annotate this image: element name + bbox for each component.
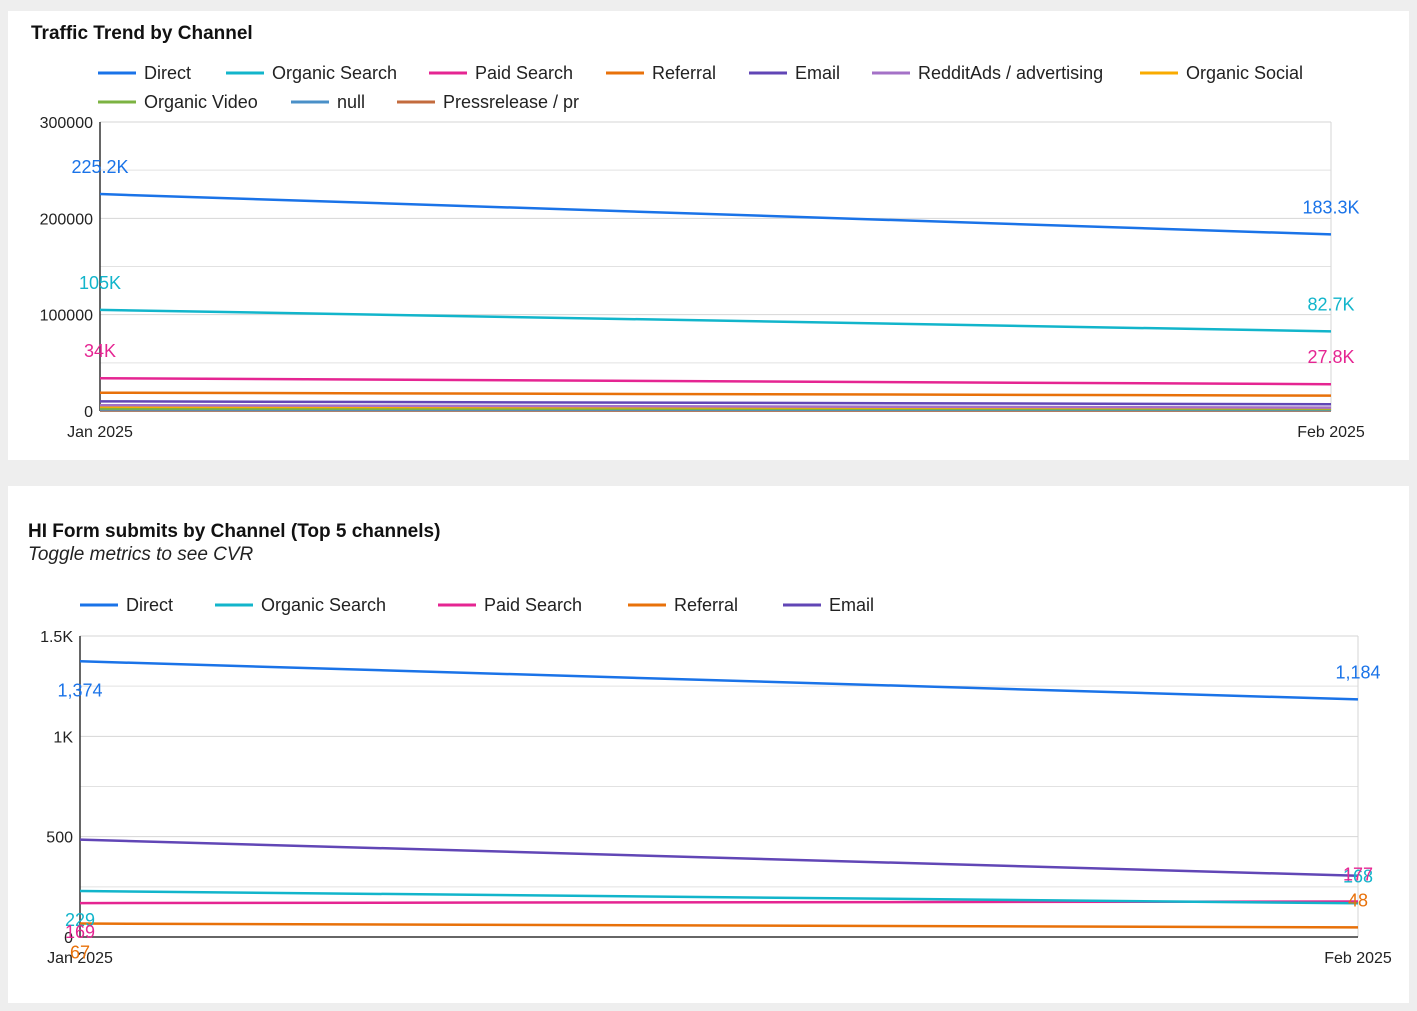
legend-label-referral: Referral <box>674 595 738 615</box>
data-label-direct: 1,374 <box>57 680 102 700</box>
legend-label-organic-search: Organic Search <box>261 595 386 615</box>
chart-title: HI Form submits by Channel (Top 5 channe… <box>28 521 441 542</box>
y-tick-label: 1.5K <box>40 629 73 646</box>
data-label-organic-search: 229 <box>65 910 95 930</box>
legend-label-email: Email <box>795 63 840 83</box>
series-line-organic-search <box>79 889 1359 905</box>
legend-label-direct: Direct <box>126 595 173 615</box>
series-line-email <box>99 400 1332 406</box>
legend-label-pressrelease-pr: Pressrelease / pr <box>443 92 579 112</box>
data-label-organic-search: 105K <box>79 273 121 293</box>
legend-label-direct: Direct <box>144 63 191 83</box>
data-label-referral: 48 <box>1348 890 1368 910</box>
data-label-direct: 1,184 <box>1335 662 1380 682</box>
chart-title: Traffic Trend by Channel <box>31 23 253 44</box>
legend-label-organic-search: Organic Search <box>272 63 397 83</box>
data-label-paid-search: 34K <box>84 341 116 361</box>
form-submits-chart: Direct Organic Search Paid Search Referral E… <box>40 595 1392 967</box>
y-tick-label: 1K <box>53 729 73 746</box>
x-tick-label: Feb 2025 <box>1297 424 1365 441</box>
series-line-referral <box>99 391 1332 397</box>
chart-subtitle: Toggle metrics to see CVR <box>28 544 254 565</box>
series-line-paid-search <box>99 376 1332 386</box>
y-tick-label: 200000 <box>40 211 93 228</box>
y-tick-label: 0 <box>84 404 93 421</box>
data-label-referral: 67 <box>70 943 90 963</box>
x-tick-label: Jan 2025 <box>67 424 133 441</box>
y-tick-label: 300000 <box>40 115 93 132</box>
data-label-direct: 183.3K <box>1302 197 1359 217</box>
x-tick-label: Feb 2025 <box>1324 950 1392 967</box>
data-label-paid-search: 169 <box>65 922 95 942</box>
series-line-referral <box>79 922 1359 929</box>
form-submits-card: HI Form submits by Channel (Top 5 channe… <box>8 486 1409 1003</box>
data-label-direct: 225.2K <box>71 157 128 177</box>
series-line-organic-search <box>99 308 1332 333</box>
series-line-direct <box>99 192 1332 236</box>
legend-label-redditads-advertising: RedditAds / advertising <box>918 63 1103 83</box>
data-label-paid-search: 27.8K <box>1307 347 1354 367</box>
legend-label-paid-search: Paid Search <box>484 595 582 615</box>
data-label-organic-search: 82.7K <box>1307 294 1354 314</box>
legend-label-referral: Referral <box>652 63 716 83</box>
series-line-redditads-advertising <box>99 403 1332 409</box>
traffic-trend-card: Traffic Trend by Channel Direct Organic S… <box>8 11 1409 460</box>
series-line-email <box>79 838 1359 878</box>
legend-label-email: Email <box>829 595 874 615</box>
legend-label-organic-video: Organic Video <box>144 92 258 112</box>
y-tick-label: 100000 <box>40 308 93 325</box>
y-tick-label: 500 <box>46 830 73 847</box>
legend-label-null: null <box>337 92 365 112</box>
traffic-trend-chart: Direct Organic Search Paid Search Referral E… <box>40 63 1365 441</box>
data-label-organic-search: 168 <box>1343 866 1373 886</box>
legend-label-paid-search: Paid Search <box>475 63 573 83</box>
data-label-paid-search: 177 <box>1343 864 1373 884</box>
legend-label-organic-social: Organic Social <box>1186 63 1303 83</box>
series-line-direct <box>79 660 1359 701</box>
x-tick-label: Jan 2025 <box>47 950 113 967</box>
y-tick-label: 0 <box>64 930 73 947</box>
